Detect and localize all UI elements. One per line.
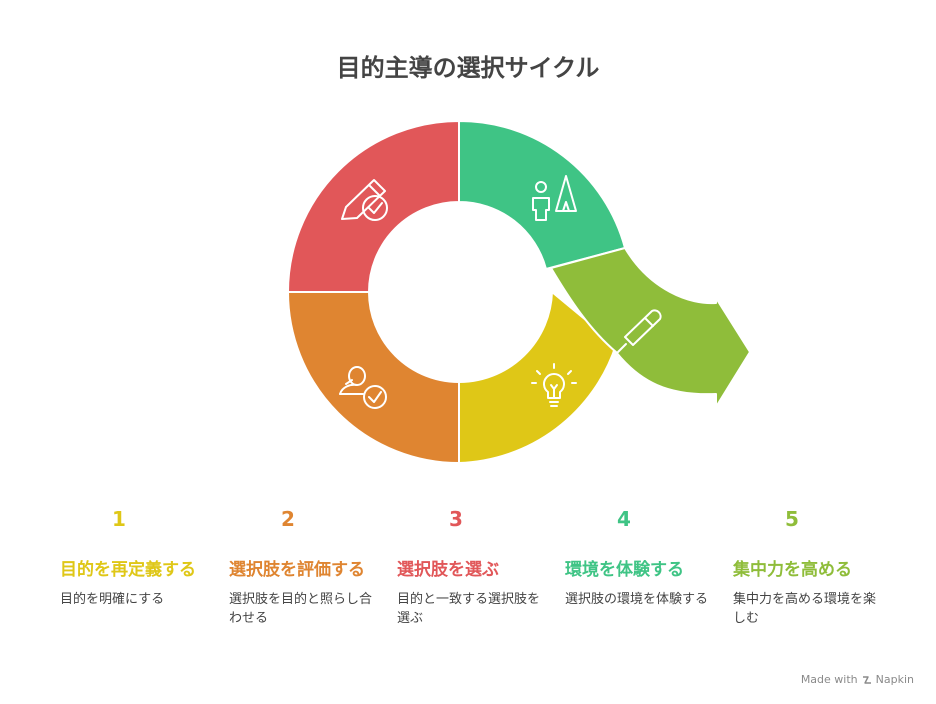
cycle-diagram	[286, 119, 751, 465]
diagram-title: 目的主導の選択サイクル	[336, 54, 600, 82]
lightbulb-icon	[531, 363, 577, 407]
step-description: 選択肢を目的と照らし合わせる	[229, 592, 373, 626]
person-tent-icon	[532, 175, 577, 221]
step-heading: 環境を体験する	[565, 560, 684, 580]
step-5: 5 集中力を高める 集中力を高める環境を楽しむ	[733, 505, 883, 628]
step-number: 5	[785, 507, 799, 531]
pen-icon	[617, 309, 662, 353]
step-1: 1 目的を再定義する 目的を明確にする	[60, 505, 210, 609]
step-3: 3 選択肢を選ぶ 目的と一致する選択肢を選ぶ	[397, 505, 547, 628]
person-check-icon	[339, 366, 387, 409]
pencil-check-icon	[341, 179, 388, 221]
made-with-label: Made with	[800, 673, 858, 686]
step-number: 4	[617, 507, 631, 531]
brand-watermark[interactable]: Made with Napkin	[801, 673, 914, 686]
step-number: 3	[449, 507, 463, 531]
segment-green	[458, 119, 627, 271]
step-description: 集中力を高める環境を楽しむ	[733, 592, 877, 626]
step-heading: 目的を再定義する	[60, 560, 196, 580]
step-number: 2	[281, 507, 295, 531]
step-heading: 選択肢を選ぶ	[397, 560, 499, 580]
step-heading: 集中力を高める	[733, 560, 852, 580]
segment-red	[286, 119, 460, 293]
brand-name: Napkin	[875, 673, 914, 686]
step-description: 目的と一致する選択肢を選ぶ	[397, 592, 541, 626]
step-2: 2 選択肢を評価する 選択肢を目的と照らし合わせる	[229, 505, 379, 628]
napkin-logo-icon	[862, 675, 871, 684]
step-4: 4 環境を体験する 選択肢の環境を体験する	[565, 505, 715, 609]
step-description: 目的を明確にする	[60, 592, 165, 607]
step-description: 選択肢の環境を体験する	[565, 592, 709, 607]
step-number: 1	[112, 507, 126, 531]
step-heading: 選択肢を評価する	[229, 560, 365, 580]
segment-orange	[286, 291, 460, 465]
